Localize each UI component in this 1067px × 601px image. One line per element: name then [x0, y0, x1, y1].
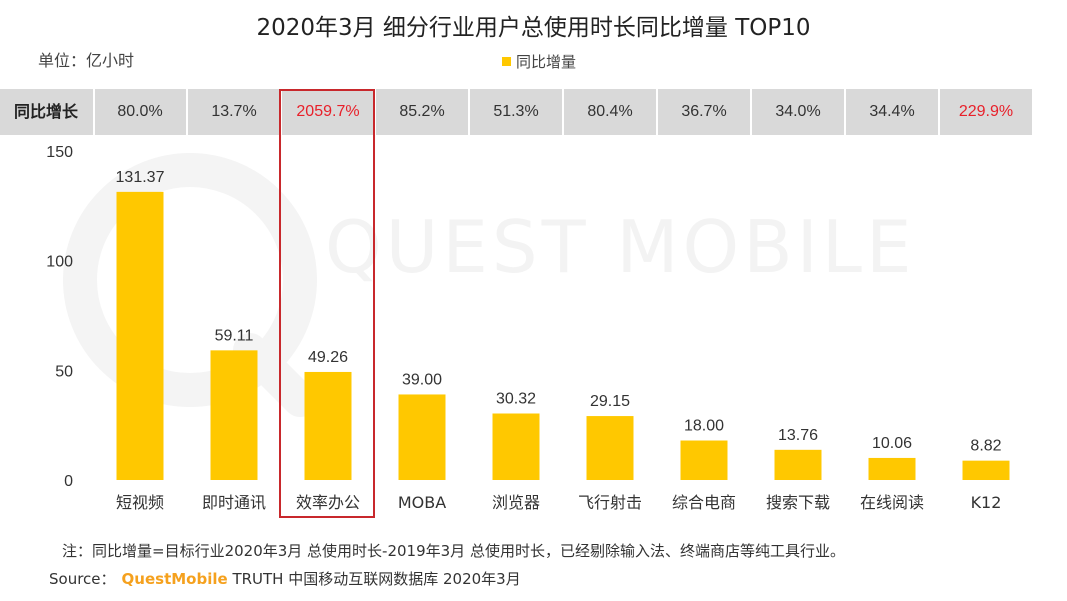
chart-title: 2020年3月 细分行业用户总使用时长同比增量 TOP10 — [256, 15, 811, 41]
y-tick-label: 100 — [46, 254, 73, 271]
data-label: 29.15 — [590, 393, 630, 410]
x-tick-label: 浏览器 — [492, 493, 540, 512]
y-tick-label: 50 — [55, 363, 73, 380]
source-label: Source： — [49, 570, 116, 588]
unit-label: 单位：亿小时 — [38, 51, 135, 70]
x-tick-label: 综合电商 — [672, 493, 736, 512]
bar-7 — [680, 440, 728, 480]
legend: 同比增量 — [502, 51, 576, 72]
yoy-row-label: 同比增长 — [13, 102, 78, 121]
highlight-box — [279, 89, 375, 518]
yoy-separator — [844, 89, 846, 135]
yoy-cell: 80.4% — [587, 103, 633, 120]
yoy-cell: 36.7% — [681, 103, 727, 120]
data-label: 13.76 — [778, 427, 818, 444]
bar-2 — [210, 350, 258, 480]
yoy-cell: 85.2% — [399, 103, 445, 120]
bar-9 — [868, 457, 916, 480]
source-brand: QuestMobile — [121, 570, 228, 588]
yoy-cell: 34.0% — [775, 103, 821, 120]
bar-10 — [962, 460, 1010, 480]
source-line: Source： QuestMobile TRUTH 中国移动互联网数据库 2020… — [49, 568, 521, 589]
x-tick-label: 短视频 — [116, 493, 164, 512]
x-tick-label: K12 — [971, 493, 1002, 512]
bar-4 — [398, 394, 446, 480]
yoy-separator — [938, 89, 940, 135]
yoy-separator — [280, 89, 282, 135]
bar-1 — [116, 191, 164, 480]
legend-label: 同比增量 — [516, 53, 577, 71]
yoy-separator — [656, 89, 658, 135]
data-label: 18.00 — [684, 418, 724, 435]
y-tick-label: 0 — [64, 473, 73, 490]
yoy-row — [0, 89, 1032, 135]
watermark-text: QUEST MOBILE — [325, 205, 916, 289]
yoy-cell: 2059.7% — [296, 103, 360, 120]
yoy-separator — [93, 89, 95, 135]
x-tick-label: 搜索下载 — [766, 493, 830, 512]
yoy-separator — [186, 89, 188, 135]
x-tick-label: 飞行射击 — [578, 493, 642, 512]
yoy-cell: 34.4% — [869, 103, 915, 120]
data-label: 30.32 — [496, 390, 536, 407]
x-tick-label: 在线阅读 — [860, 493, 924, 512]
footnote: 注：同比增量=目标行业2020年3月 总使用时长-2019年3月 总使用时长，已… — [62, 542, 845, 560]
yoy-separator — [468, 89, 470, 135]
yoy-cell: 13.7% — [211, 103, 257, 120]
yoy-separator — [750, 89, 752, 135]
data-label: 131.37 — [116, 169, 165, 186]
yoy-cell: 51.3% — [493, 103, 539, 120]
source-text: TRUTH 中国移动互联网数据库 2020年3月 — [232, 570, 521, 588]
data-label: 8.82 — [970, 438, 1001, 455]
legend-swatch — [502, 57, 511, 66]
x-tick-label: 即时通讯 — [202, 493, 266, 512]
bar-5 — [492, 413, 540, 480]
bar-3 — [304, 371, 352, 480]
data-label: 59.11 — [215, 327, 254, 344]
yoy-cell: 80.0% — [117, 103, 163, 120]
data-label: 49.26 — [308, 349, 348, 366]
watermark-logo — [50, 140, 330, 425]
bar-6 — [586, 416, 634, 480]
bar-8 — [774, 449, 822, 480]
y-tick-label: 150 — [46, 144, 73, 161]
x-tick-label: 效率办公 — [296, 493, 360, 512]
data-label: 39.00 — [402, 371, 442, 388]
yoy-separator — [374, 89, 376, 135]
yoy-separator — [562, 89, 564, 135]
data-label: 10.06 — [872, 435, 912, 452]
yoy-cell: 229.9% — [958, 103, 1014, 120]
x-tick-label: MOBA — [398, 493, 446, 512]
